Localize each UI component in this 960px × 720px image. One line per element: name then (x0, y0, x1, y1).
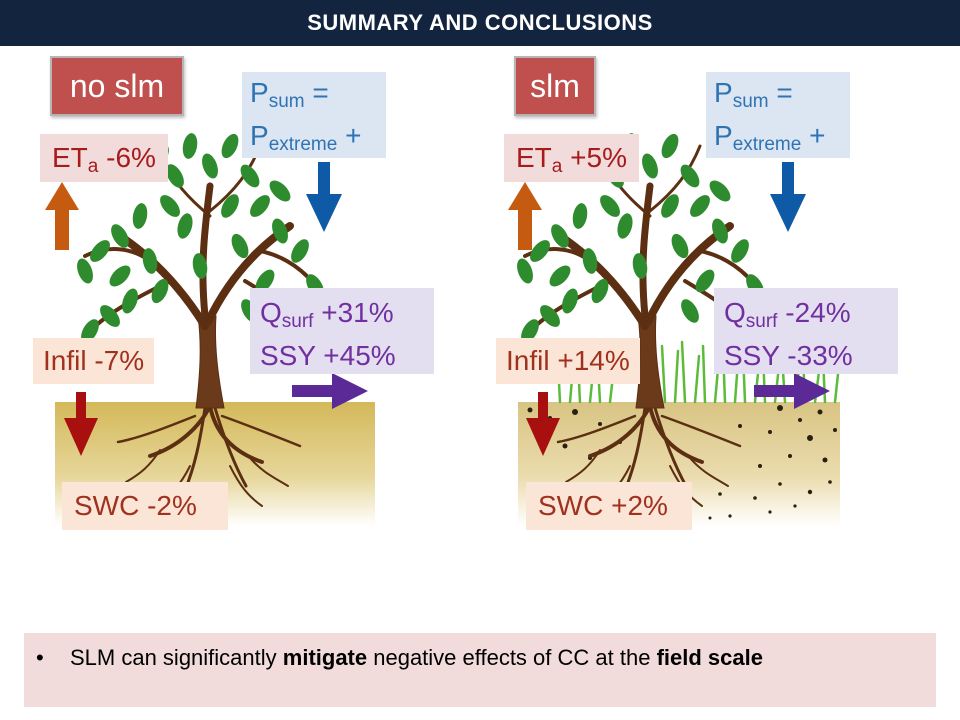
slide-title-bar: SUMMARY AND CONCLUSIONS (0, 0, 960, 46)
tree-roots (116, 404, 302, 507)
conclusion-box: • SLM can significantly mitigate negativ… (24, 633, 936, 707)
swc-label: SWC +2% (526, 482, 692, 530)
panel-slm: slm Psum = Pextreme + ETa +5% Qsurf -24%… (480, 46, 960, 576)
slide-title: SUMMARY AND CONCLUSIONS (307, 10, 653, 35)
precip-line-1: Psum = (714, 77, 793, 112)
panel-no-slm: no slm Psum = Pextreme + ETa -6% Qsurf +… (0, 46, 480, 576)
runoff-right-arrow (754, 373, 830, 409)
eta-label: ETa -6% (40, 134, 168, 182)
infil-label: Infil -7% (33, 338, 155, 384)
ssy-label: SSY -33% (724, 340, 853, 371)
precip-down-arrow (770, 162, 806, 232)
scenario-badge-slm: slm (514, 56, 596, 116)
eta-up-arrow (508, 182, 542, 250)
precip-box: Psum = Pextreme + (706, 72, 850, 158)
infil-label: Infil +14% (496, 338, 640, 384)
qsurf-label: Qsurf +31% (260, 297, 394, 332)
eta-label: ETa +5% (504, 134, 639, 182)
qsurf-label: Qsurf -24% (724, 297, 851, 332)
scenario-badge-no-slm: no slm (50, 56, 184, 116)
precip-down-arrow (306, 162, 342, 232)
runoff-box: Qsurf -24% SSY -33% (714, 288, 898, 374)
ssy-label: SSY +45% (260, 340, 396, 371)
precip-box: Psum = Pextreme + (242, 72, 386, 158)
swc-label: SWC -2% (62, 482, 228, 530)
runoff-right-arrow (292, 373, 368, 409)
scene-no-slm (45, 133, 375, 526)
precip-line-2: Pextreme + (250, 120, 362, 155)
runoff-box: Qsurf +31% SSY +45% (250, 288, 434, 374)
precip-line-2: Pextreme + (714, 120, 826, 155)
scenario-label: no slm (69, 68, 165, 104)
scenario-label: slm (530, 68, 580, 104)
conclusion-text: SLM can significantly mitigate negative … (70, 645, 763, 670)
bullet-marker: • (36, 645, 44, 670)
infil-down-arrow (64, 392, 98, 456)
eta-up-arrow (45, 182, 79, 250)
soil-particles (527, 405, 837, 520)
infil-down-arrow (526, 392, 560, 456)
precip-line-1: Psum = (250, 77, 329, 112)
